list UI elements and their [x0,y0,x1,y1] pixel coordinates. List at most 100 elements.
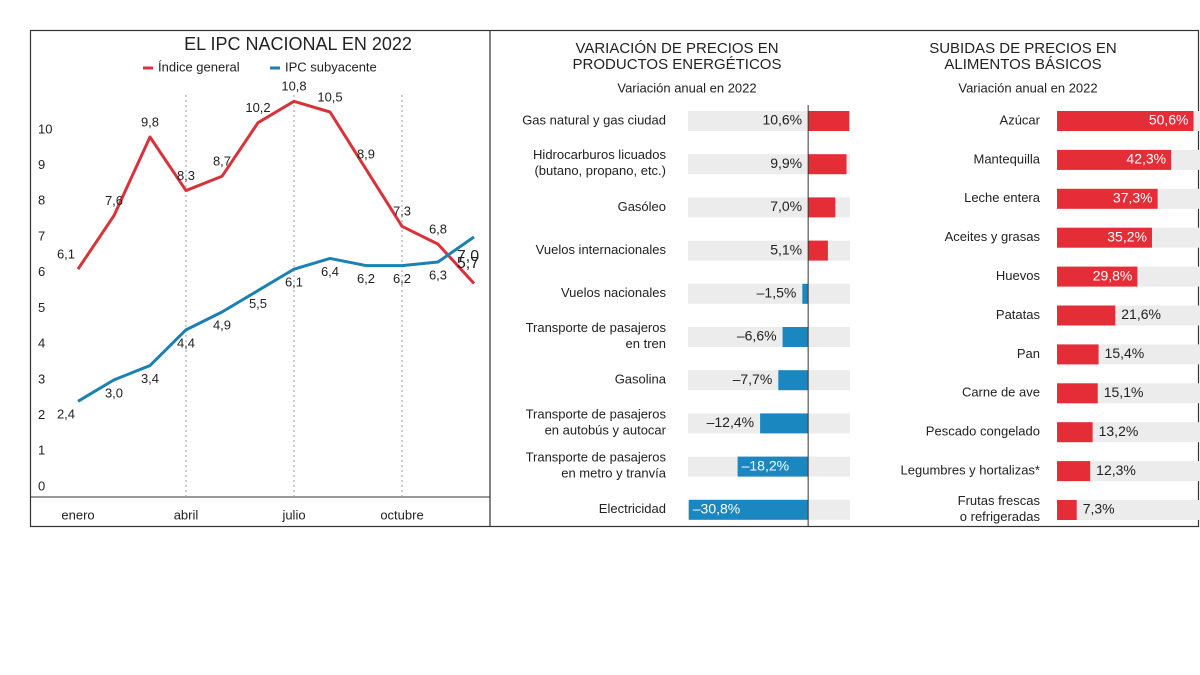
value-label: 50,6% [1149,112,1189,128]
data-label: 5,5 [249,296,267,311]
y-tick-label: 9 [38,157,45,172]
line-series [77,235,475,403]
bar [1057,422,1093,443]
data-label: 6,2 [393,271,411,286]
data-label: 7,6 [105,193,123,208]
category-label: Frutas frescas o refrigeradas [958,493,1041,524]
data-label: 7,3 [393,204,411,219]
data-label: 6,1 [57,247,75,262]
y-tick-label: 1 [38,443,45,458]
y-tick-label: 4 [38,336,45,351]
category-label: Transporte de pasajeros en tren [526,320,667,351]
data-label: 6,4 [321,264,339,279]
category-label: Aceites y grasas [945,229,1041,244]
value-label: 9,9% [770,155,802,171]
chart-subtitle: Variación anual en 2022 [617,80,756,95]
category-label: Electricidad [599,501,666,516]
bar-background [688,327,850,347]
value-label: 10,6% [762,112,802,128]
value-label: 21,6% [1121,306,1161,322]
value-label: 42,3% [1126,151,1166,167]
value-label: 15,1% [1104,384,1144,400]
y-tick-label: 8 [38,193,45,208]
value-label: –7,7% [733,371,773,387]
value-label: 35,2% [1107,228,1147,244]
bar [808,154,847,175]
value-label: 15,4% [1105,345,1145,361]
y-tick-label: 5 [38,300,45,315]
bar [1057,188,1158,209]
line-series [76,99,476,285]
category-label: Azúcar [1000,112,1041,127]
chart-title: EL IPC NACIONAL EN 2022 [184,34,412,54]
data-label: 4,4 [177,335,195,350]
data-label: 6,3 [429,267,447,282]
bar [802,283,809,304]
bar [808,197,836,218]
y-tick-label: 7 [38,228,45,243]
category-label: Gasolina [615,372,667,387]
y-tick-label: 2 [38,407,45,422]
category-label: Vuelos internacionales [536,242,667,257]
bar [1057,149,1172,170]
data-label: 2,4 [57,407,75,422]
x-tick-label: abril [174,507,199,522]
bar [808,240,828,261]
bar [1057,461,1091,482]
bar [1057,305,1116,326]
value-label: –1,5% [757,285,797,301]
bar [1057,111,1194,131]
category-label: Hidrocarburos licuados (butano, propano, … [533,148,666,179]
category-label: Pescado congelado [926,424,1040,439]
data-label: 6,2 [357,271,375,286]
bar [688,499,809,520]
bar [760,413,809,434]
value-label: 37,3% [1113,190,1153,206]
bar [782,327,809,347]
value-label: –18,2% [742,457,789,473]
value-label: 13,2% [1099,423,1139,439]
bar [778,370,809,391]
legend-label: Índice general [158,59,240,74]
value-label: –12,4% [707,414,754,430]
bar [1057,383,1098,404]
data-label: 5,7 [457,255,479,272]
value-label: 12,3% [1096,462,1136,478]
bar-background [1057,461,1200,482]
data-label: 6,1 [285,275,303,290]
y-tick-label: 0 [38,478,45,493]
value-label: 7,3% [1083,501,1115,517]
category-label: Carne de ave [962,385,1040,400]
legend-label: IPC subyacente [285,59,377,74]
bar [808,111,850,131]
x-tick-label: julio [281,507,305,522]
value-label: –6,6% [737,328,777,344]
data-label: 4,9 [213,317,231,332]
value-label: 29,8% [1093,267,1133,283]
data-label: 8,3 [177,168,195,183]
data-label: 8,7 [213,154,231,169]
bar [737,456,809,477]
data-label: 8,9 [357,147,375,162]
data-label: 6,8 [429,222,447,237]
category-label: Gasóleo [618,199,666,214]
chart-title: SUBIDAS DE PRECIOS EN ALIMENTOS BÁSICOS [929,40,1117,73]
bar [1057,500,1077,520]
value-label: –30,8% [693,501,740,517]
y-tick-label: 6 [38,264,45,279]
chart-title: VARIACIÓN DE PRECIOS EN PRODUCTOS ENERGÉT… [573,40,782,73]
category-label: Leche entera [964,190,1041,205]
category-label: Vuelos nacionales [561,285,667,300]
y-tick-label: 10 [38,121,52,136]
bar-background [688,283,850,304]
category-label: Legumbres y hortalizas* [901,463,1040,478]
chart-subtitle: Variación anual en 2022 [958,80,1097,95]
data-label: 10,2 [245,100,270,115]
category-label: Patatas [996,307,1041,322]
x-tick-label: octubre [380,507,423,522]
category-label: Transporte de pasajeros en metro y tranví… [526,450,667,481]
data-label: 9,8 [141,114,159,129]
data-label: 10,8 [281,79,306,94]
